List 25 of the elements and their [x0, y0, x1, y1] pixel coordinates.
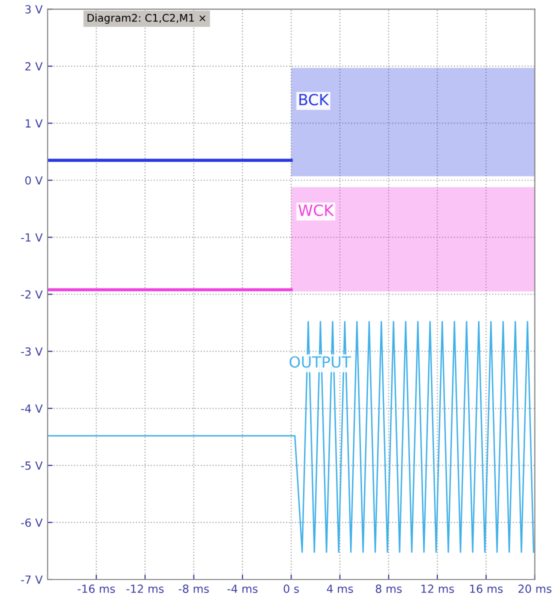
- y-tick-label: 0 V: [25, 176, 43, 185]
- x-tick-label: 0 s: [284, 584, 299, 593]
- series-label: OUTPUT: [290, 356, 352, 368]
- y-tick-label: -7 V: [21, 576, 43, 584]
- y-tick-label: -1 V: [21, 233, 43, 242]
- y-tick-label: -6 V: [21, 518, 43, 527]
- y-tick-label: -5 V: [21, 462, 43, 470]
- y-tick-label: -4 V: [21, 404, 43, 413]
- x-tick-label: 8 ms: [376, 584, 402, 593]
- y-tick-label: 3 V: [25, 5, 43, 14]
- text: BCK: [299, 94, 330, 106]
- x-tick-label: 12 ms: [421, 584, 454, 593]
- annotation: Diagram2: C1,C2,M1 ×: [88, 14, 206, 24]
- x-tick-label: 20 ms: [518, 584, 552, 593]
- x-tick-label: 4 ms: [326, 584, 353, 593]
- y-tick-label: -3 V: [21, 347, 43, 356]
- y-tick-label: 1 V: [26, 119, 43, 128]
- y-tick-label: -2 V: [21, 290, 43, 299]
- x-tick-label: -4 ms: [227, 584, 258, 593]
- x-tick-label: -12 ms: [126, 584, 164, 593]
- x-tick-label: -16 ms: [78, 584, 115, 593]
- x-tick-label: 16 ms: [470, 584, 503, 593]
- y-tick-label: 2 V: [25, 62, 43, 70]
- x-tick-label: -8 ms: [178, 584, 209, 593]
- text: WCK: [298, 204, 334, 216]
